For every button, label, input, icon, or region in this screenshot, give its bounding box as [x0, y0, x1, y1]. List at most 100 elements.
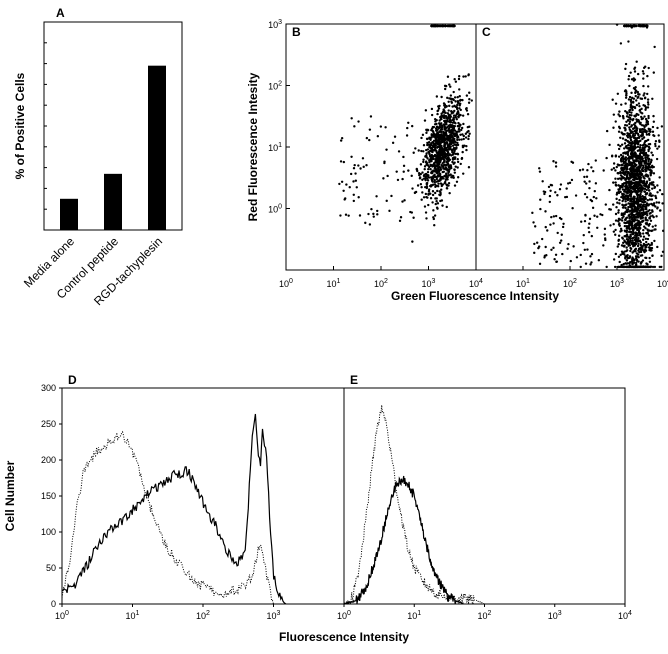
scatter-point — [533, 225, 537, 228]
scatter-point — [535, 241, 539, 244]
scatter-point — [629, 71, 632, 74]
scatter-point — [637, 119, 640, 122]
scatter-point — [644, 24, 648, 28]
scatter-point — [661, 192, 664, 196]
scatter-point — [467, 101, 471, 104]
scatter-point — [582, 241, 585, 245]
scatter-point — [451, 148, 455, 151]
scatter-point — [622, 265, 625, 269]
panelD-xtick-label: 103 — [267, 610, 281, 621]
scatter-point — [646, 106, 650, 109]
scatter-point — [603, 233, 606, 236]
scatter-point — [440, 153, 444, 157]
scatter-point — [643, 197, 646, 201]
scatter-point — [636, 244, 640, 248]
scatter-point — [629, 137, 632, 140]
scatter-point — [543, 192, 546, 196]
scatter-point — [638, 148, 642, 151]
scatter-point — [433, 166, 437, 170]
scatter-point — [368, 128, 372, 131]
scatter-point — [645, 188, 648, 192]
scatter-point — [614, 212, 618, 216]
scatter-point — [629, 141, 632, 145]
scatter-point — [617, 243, 620, 246]
scatter-point — [627, 78, 630, 81]
scatter-point — [644, 158, 648, 162]
scatter-point — [434, 24, 437, 28]
scatter-point — [565, 187, 568, 190]
scatter-point — [630, 96, 634, 100]
scatter-point — [642, 154, 646, 157]
panelD-xtick-label: 102 — [196, 610, 210, 621]
scatter-point — [456, 157, 459, 161]
scatter-point — [648, 168, 652, 172]
scatter-point — [461, 150, 464, 154]
scatter-point — [625, 111, 629, 114]
scatter-point — [627, 182, 631, 185]
scatter-point — [570, 178, 574, 182]
scatter-point — [628, 188, 631, 192]
scatter-point — [352, 166, 356, 170]
panelE-label: E — [350, 373, 358, 387]
scatter-point — [618, 224, 621, 227]
scatter-point — [426, 128, 429, 132]
scatter-point — [648, 260, 652, 263]
scatter-point — [639, 157, 643, 161]
scatter-point — [416, 184, 420, 187]
scatter-point — [544, 210, 547, 213]
scatter-point — [632, 79, 636, 82]
scatter-point — [449, 119, 452, 123]
scatter-point — [454, 152, 458, 156]
scatter-point — [616, 92, 620, 96]
scatter-point — [590, 234, 594, 238]
scatter-point — [436, 112, 439, 116]
scatter-point — [643, 141, 646, 144]
scatter-point — [439, 144, 442, 147]
scatter-point — [444, 111, 447, 115]
scatter-point — [429, 176, 433, 179]
scatter-point — [543, 256, 546, 259]
scatter-point — [429, 184, 432, 188]
scatter-point — [649, 219, 653, 222]
scatter-point — [455, 106, 459, 109]
scatter-point — [627, 230, 631, 234]
scatter-point — [641, 128, 644, 131]
scatter-point — [443, 87, 447, 91]
scatter-point — [585, 175, 589, 178]
scatter-point — [620, 156, 624, 159]
scatter-point — [644, 216, 647, 219]
scatter-point — [434, 129, 438, 132]
scatter-point — [633, 162, 637, 166]
scatter-point — [424, 154, 427, 158]
scatter-point — [633, 106, 637, 110]
scatter-point — [637, 156, 640, 160]
panelB-ytick-label: 102 — [268, 81, 282, 92]
scatter-point — [448, 104, 451, 108]
scatter-point — [423, 177, 427, 180]
scatter-point — [647, 116, 650, 120]
scatter-point — [628, 223, 631, 227]
scatter-point — [422, 196, 426, 199]
scatter-point — [561, 252, 564, 256]
scatter-point — [357, 196, 360, 199]
scatter-point — [641, 208, 644, 211]
scatter-point — [642, 72, 645, 75]
panelD-ytick-label: 0 — [51, 599, 56, 609]
scatter-point — [458, 138, 461, 141]
scatter-point — [357, 120, 360, 123]
scatter-point — [629, 215, 633, 219]
fluorescence-intensity-xlabel: Fluorescence Intensity — [279, 630, 409, 644]
scatter-point — [634, 91, 637, 95]
scatter-point — [638, 209, 642, 213]
scatter-point — [558, 216, 562, 220]
scatter-point — [622, 262, 625, 266]
scatter-point — [631, 239, 634, 243]
scatter-point — [425, 152, 428, 155]
scatter-point — [646, 237, 650, 241]
scatter-point — [538, 167, 541, 170]
scatter-point — [660, 125, 664, 128]
scatter-point — [417, 172, 421, 175]
scatter-point — [468, 91, 471, 94]
scatter-point — [402, 155, 405, 159]
scatter-point — [582, 233, 585, 237]
